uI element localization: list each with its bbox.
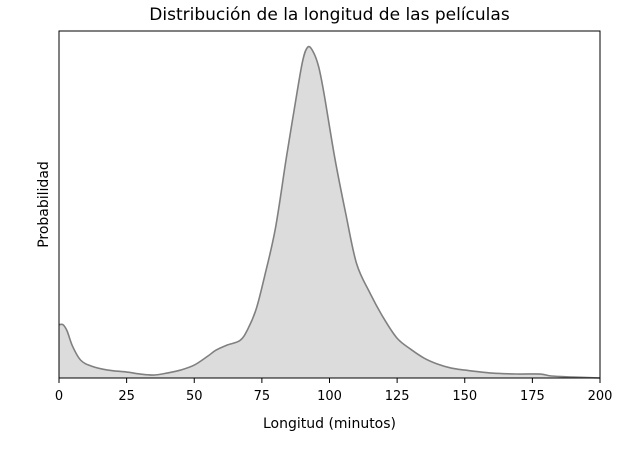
y-axis-label: Probabilidad bbox=[36, 161, 52, 248]
x-tick-label: 175 bbox=[520, 389, 545, 404]
x-axis-ticks: 0 25 50 75 100 125 150 175 200 bbox=[55, 378, 613, 404]
x-tick-label: 200 bbox=[588, 389, 613, 404]
x-tick-label: 75 bbox=[254, 389, 271, 404]
x-tick-label: 125 bbox=[385, 389, 410, 404]
x-tick-label: 50 bbox=[186, 389, 203, 404]
density-line bbox=[58, 45, 601, 379]
x-axis-label: Longitud (minutos) bbox=[263, 416, 396, 432]
x-tick-label: 150 bbox=[452, 389, 477, 404]
density-area bbox=[59, 46, 600, 378]
x-tick-label: 100 bbox=[317, 389, 342, 404]
chart-title: Distribución de la longitud de las pelíc… bbox=[149, 5, 510, 25]
x-tick-label: 25 bbox=[118, 389, 135, 404]
x-tick-label: 0 bbox=[55, 389, 63, 404]
